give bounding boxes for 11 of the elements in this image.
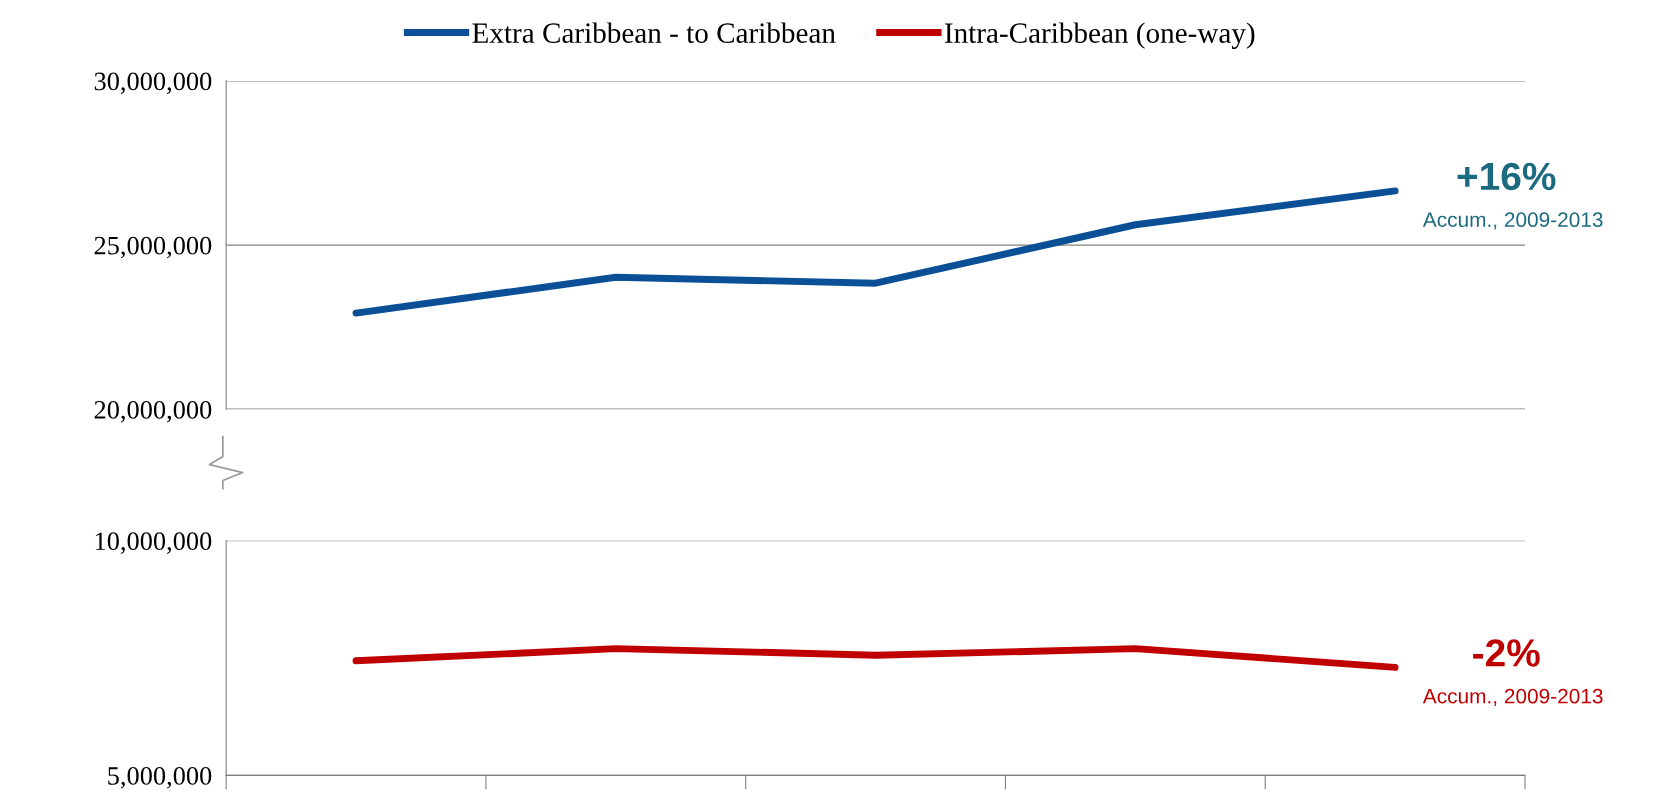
y-tick-label: 25,000,000 [94, 236, 212, 259]
legend-label: Extra Caribbean - to Caribbean [472, 22, 836, 43]
legend-label: Intra-Caribbean (one-way) [944, 22, 1255, 49]
annotation: +16% [1457, 162, 1556, 191]
annotation: Accum., 2009-2013 [1422, 212, 1603, 230]
annotation: -2% [1473, 639, 1540, 667]
annotation: Accum., 2009-2013 [1422, 688, 1603, 707]
y-tick-label: 20,000,000 [94, 400, 212, 423]
y-tick-label: 5,000,000 [108, 766, 212, 789]
y-tick-label: 30,000,000 [94, 72, 212, 95]
y-tick-label: 10,000,000 [95, 532, 212, 554]
